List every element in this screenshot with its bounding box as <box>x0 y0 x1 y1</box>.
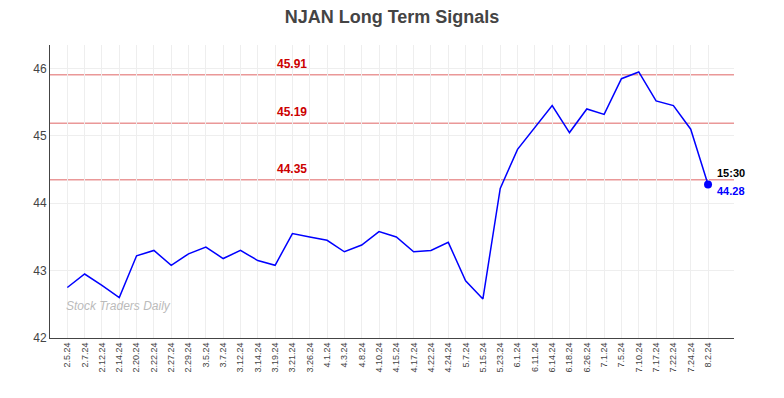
svg-text:2.5.24: 2.5.24 <box>62 343 72 368</box>
svg-text:2.7.24: 2.7.24 <box>80 343 90 368</box>
svg-text:6.18.24: 6.18.24 <box>564 343 574 373</box>
svg-text:7.22.24: 7.22.24 <box>668 343 678 373</box>
svg-text:NJAN Long Term Signals: NJAN Long Term Signals <box>285 7 500 27</box>
svg-text:7.5.24: 7.5.24 <box>616 343 626 368</box>
svg-text:4.3.24: 4.3.24 <box>339 343 349 368</box>
svg-text:44.35: 44.35 <box>277 162 307 176</box>
svg-text:15:30: 15:30 <box>717 167 745 179</box>
svg-text:2.20.24: 2.20.24 <box>132 343 142 373</box>
svg-text:3.19.24: 3.19.24 <box>270 343 280 373</box>
svg-text:6.11.24: 6.11.24 <box>530 343 540 372</box>
svg-text:7.24.24: 7.24.24 <box>686 343 696 373</box>
svg-text:4.8.24: 4.8.24 <box>357 343 367 368</box>
svg-text:2.14.24: 2.14.24 <box>114 343 124 373</box>
svg-text:5.23.24: 5.23.24 <box>495 343 505 373</box>
svg-text:8.2.24: 8.2.24 <box>703 343 713 368</box>
svg-text:42: 42 <box>33 331 47 345</box>
svg-text:4.24.24: 4.24.24 <box>443 343 453 373</box>
svg-text:4.22.24: 4.22.24 <box>426 343 436 373</box>
svg-text:Stock Traders Daily: Stock Traders Daily <box>66 299 171 313</box>
svg-text:44.28: 44.28 <box>717 185 745 197</box>
svg-text:5.15.24: 5.15.24 <box>478 343 488 373</box>
svg-text:3.21.24: 3.21.24 <box>287 343 297 373</box>
svg-text:2.27.24: 2.27.24 <box>166 343 176 373</box>
svg-text:4.1.24: 4.1.24 <box>322 343 332 368</box>
svg-text:43: 43 <box>33 264 47 278</box>
svg-text:45.19: 45.19 <box>277 105 307 119</box>
svg-text:6.14.24: 6.14.24 <box>547 343 557 373</box>
svg-text:45.91: 45.91 <box>277 57 307 71</box>
svg-text:45: 45 <box>33 129 47 143</box>
svg-text:4.15.24: 4.15.24 <box>391 343 401 373</box>
svg-text:4.10.24: 4.10.24 <box>374 343 384 373</box>
svg-text:6.1.24: 6.1.24 <box>512 343 522 368</box>
svg-text:46: 46 <box>33 62 47 76</box>
svg-text:7.1.24: 7.1.24 <box>599 343 609 368</box>
svg-text:3.5.24: 3.5.24 <box>201 343 211 368</box>
svg-text:2.22.24: 2.22.24 <box>149 343 159 373</box>
svg-text:3.26.24: 3.26.24 <box>305 343 315 373</box>
svg-text:3.7.24: 3.7.24 <box>218 343 228 368</box>
svg-text:2.29.24: 2.29.24 <box>183 343 193 373</box>
svg-text:44: 44 <box>33 196 47 210</box>
svg-text:3.14.24: 3.14.24 <box>253 343 263 373</box>
svg-text:7.10.24: 7.10.24 <box>634 343 644 373</box>
svg-text:2.12.24: 2.12.24 <box>97 343 107 373</box>
svg-text:5.7.24: 5.7.24 <box>461 343 471 368</box>
svg-text:6.26.24: 6.26.24 <box>582 343 592 373</box>
svg-text:3.12.24: 3.12.24 <box>235 343 245 373</box>
svg-text:4.17.24: 4.17.24 <box>409 343 419 373</box>
svg-text:7.17.24: 7.17.24 <box>651 343 661 373</box>
